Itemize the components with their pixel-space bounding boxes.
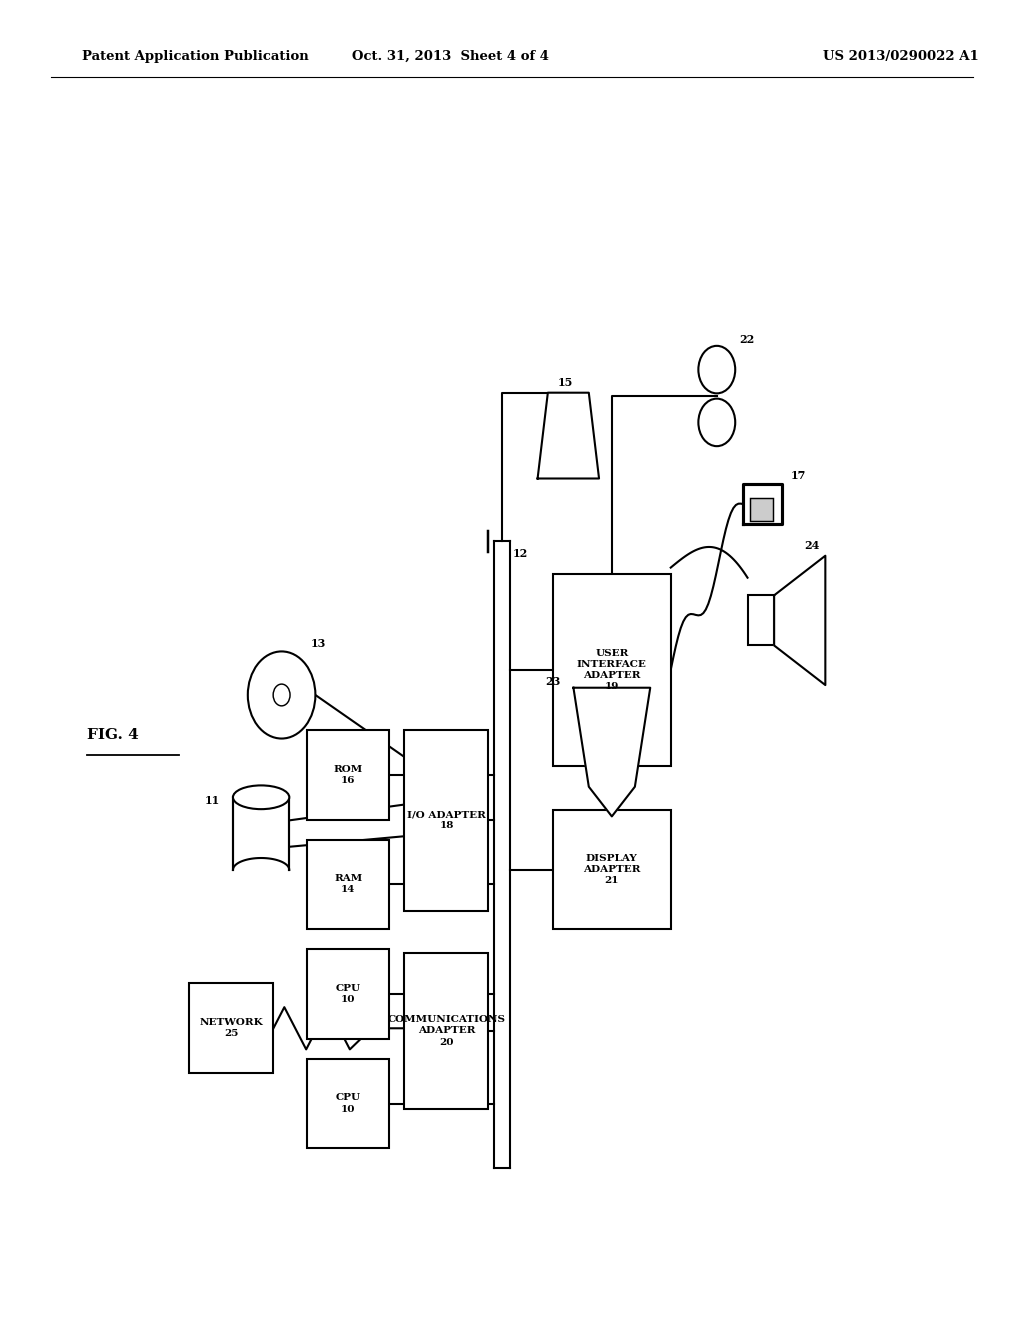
FancyBboxPatch shape [307,1059,389,1148]
Text: CPU
10: CPU 10 [336,983,360,1005]
FancyBboxPatch shape [404,953,488,1109]
FancyBboxPatch shape [748,595,774,645]
Text: Patent Application Publication: Patent Application Publication [82,50,308,63]
Circle shape [698,346,735,393]
FancyBboxPatch shape [404,730,488,911]
FancyBboxPatch shape [307,840,389,929]
FancyBboxPatch shape [233,797,290,870]
Polygon shape [774,556,825,685]
Text: 17: 17 [791,470,806,482]
Text: I/O ADAPTER
18: I/O ADAPTER 18 [407,810,486,830]
Text: 23: 23 [545,676,560,688]
Polygon shape [573,688,650,816]
FancyBboxPatch shape [307,949,389,1039]
Text: US 2013/0290022 A1: US 2013/0290022 A1 [823,50,979,63]
Text: Oct. 31, 2013  Sheet 4 of 4: Oct. 31, 2013 Sheet 4 of 4 [352,50,549,63]
Text: 24: 24 [804,540,819,552]
FancyBboxPatch shape [553,574,671,766]
Text: USER
INTERFACE
ADAPTER
19: USER INTERFACE ADAPTER 19 [577,648,647,692]
Text: 15: 15 [558,378,573,388]
FancyBboxPatch shape [553,810,671,929]
Text: 11: 11 [205,795,219,807]
FancyBboxPatch shape [189,983,273,1073]
Circle shape [698,399,735,446]
Text: 12: 12 [513,548,528,560]
FancyBboxPatch shape [307,730,389,820]
Text: COMMUNICATIONS
ADAPTER
20: COMMUNICATIONS ADAPTER 20 [387,1015,506,1047]
Text: 22: 22 [739,334,755,346]
Polygon shape [538,393,599,478]
Text: 13: 13 [310,639,326,649]
Ellipse shape [233,785,290,809]
Text: CPU
10: CPU 10 [336,1093,360,1114]
Polygon shape [743,484,782,524]
Text: DISPLAY
ADAPTER
21: DISPLAY ADAPTER 21 [583,854,641,886]
Circle shape [248,651,315,739]
Circle shape [273,684,290,706]
Text: ROM
16: ROM 16 [334,764,362,785]
FancyBboxPatch shape [750,499,773,521]
Text: FIG. 4: FIG. 4 [87,729,139,742]
Text: NETWORK
25: NETWORK 25 [200,1018,263,1039]
Text: RAM
14: RAM 14 [334,874,362,895]
